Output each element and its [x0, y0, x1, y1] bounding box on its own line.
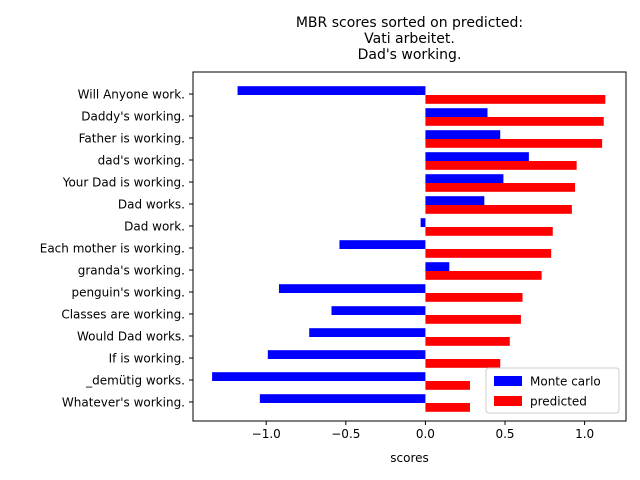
- legend-label: Monte carlo: [530, 375, 601, 389]
- y-tick-label: Daddy's working.: [81, 110, 185, 124]
- x-tick-label: 1.0: [575, 427, 594, 441]
- bar-monte-carlo: [339, 240, 426, 249]
- bar-monte-carlo: [267, 350, 426, 359]
- plot-frame: [192, 71, 627, 422]
- bar-monte-carlo: [309, 328, 426, 337]
- y-tick-label: Would Dad works.: [77, 330, 185, 344]
- chart-title-line: MBR scores sorted on predicted:: [296, 15, 523, 31]
- y-tick-label: Each mother is working.: [40, 242, 185, 256]
- bar-monte-carlo: [237, 86, 426, 95]
- bar-predicted: [425, 249, 552, 258]
- x-tick-label: −1.0: [252, 427, 281, 441]
- bar-predicted: [425, 381, 470, 390]
- y-tick-label: Your Dad is working.: [62, 176, 185, 190]
- bar-predicted: [425, 205, 572, 214]
- bar-monte-carlo: [259, 394, 426, 403]
- x-tick-label: 0.5: [495, 427, 514, 441]
- y-tick-label: granda's working.: [78, 264, 185, 278]
- chart-title-line: Vati arbeitet.: [364, 31, 455, 47]
- legend-swatch: [494, 396, 522, 406]
- bar-predicted: [425, 161, 577, 170]
- y-tick-label: Will Anyone work.: [78, 88, 185, 102]
- bar-monte-carlo: [331, 306, 426, 315]
- chart-title-line: Dad's working.: [358, 47, 462, 63]
- legend-swatch: [494, 376, 522, 386]
- chart-title: MBR scores sorted on predicted:Vati arbe…: [296, 15, 523, 63]
- y-tick-label: Dad work.: [124, 220, 185, 234]
- y-tick-label: Whatever's working.: [62, 396, 185, 410]
- legend: Monte carlo predicted: [485, 367, 620, 414]
- x-axis: −1.0 −0.5 0.0 0.5 1.0: [252, 421, 594, 441]
- bar-monte-carlo: [212, 372, 426, 381]
- bar-predicted: [425, 139, 603, 148]
- y-axis: Will Anyone work. Daddy's working. Father …: [40, 88, 193, 410]
- x-axis-label: scores: [390, 451, 429, 465]
- bar-monte-carlo: [425, 108, 488, 117]
- bar-predicted: [425, 227, 553, 236]
- y-tick-label: Classes are working.: [61, 308, 185, 322]
- bar-predicted: [425, 183, 576, 192]
- bar-monte-carlo: [425, 196, 485, 205]
- x-tick-label: −0.5: [331, 427, 360, 441]
- bar-predicted: [425, 95, 606, 104]
- bar-predicted: [425, 293, 523, 302]
- y-tick-label: penguin's working.: [71, 286, 185, 300]
- bar-predicted: [425, 359, 501, 368]
- bar-predicted: [425, 403, 470, 412]
- bar-predicted: [425, 117, 604, 126]
- bar-monte-carlo: [425, 152, 529, 161]
- y-tick-label: If is working.: [109, 352, 185, 366]
- legend-label: predicted: [530, 395, 587, 409]
- y-tick-label: _demütig works.: [85, 374, 185, 388]
- bar-monte-carlo: [420, 218, 426, 227]
- bar-monte-carlo: [425, 174, 504, 183]
- bars: [212, 86, 606, 412]
- y-tick-label: Dad works.: [118, 198, 185, 212]
- y-tick-label: Father is working.: [79, 132, 185, 146]
- x-tick-label: 0.0: [416, 427, 435, 441]
- bar-predicted: [425, 271, 542, 280]
- bar-monte-carlo: [278, 284, 426, 293]
- bar-monte-carlo: [425, 262, 450, 271]
- bar-monte-carlo: [425, 130, 501, 139]
- bar-predicted: [425, 315, 521, 324]
- y-tick-label: dad's working.: [98, 154, 185, 168]
- bar-predicted: [425, 337, 510, 346]
